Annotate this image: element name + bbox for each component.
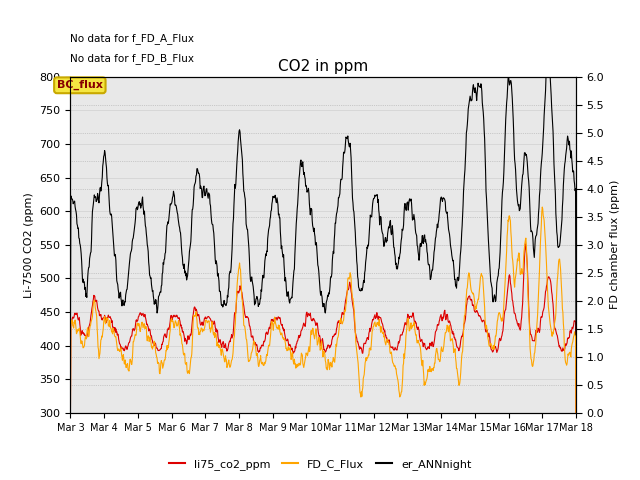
Text: No data for f_FD_B_Flux: No data for f_FD_B_Flux xyxy=(70,53,195,64)
Title: CO2 in ppm: CO2 in ppm xyxy=(278,59,369,74)
Legend: li75_co2_ppm, FD_C_Flux, er_ANNnight: li75_co2_ppm, FD_C_Flux, er_ANNnight xyxy=(164,455,476,474)
Y-axis label: FD chamber flux (ppm): FD chamber flux (ppm) xyxy=(610,180,620,310)
Y-axis label: Li-7500 CO2 (ppm): Li-7500 CO2 (ppm) xyxy=(24,192,34,298)
Text: BC_flux: BC_flux xyxy=(57,80,103,90)
Text: No data for f_FD_A_Flux: No data for f_FD_A_Flux xyxy=(70,33,195,44)
